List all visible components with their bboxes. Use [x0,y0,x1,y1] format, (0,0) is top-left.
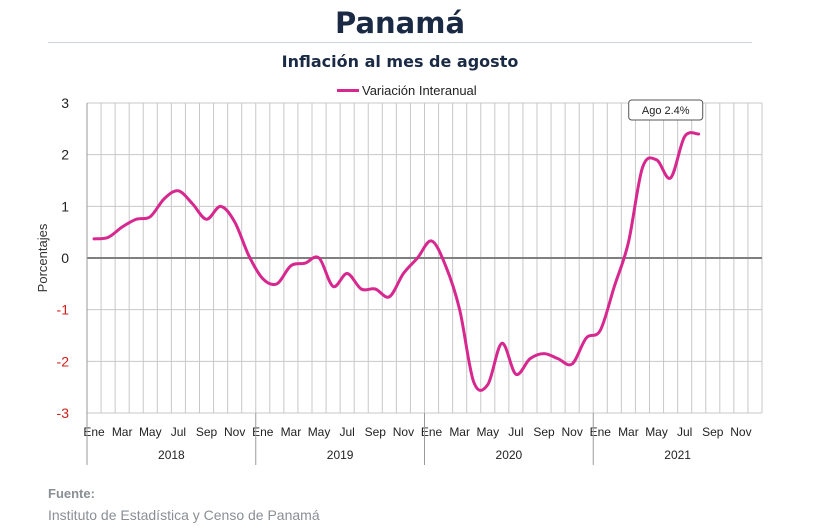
y-tick-label: 3 [61,95,69,111]
x-tick-label: Sep [533,425,555,439]
legend-label: Variación Interanual [362,82,477,98]
series-line-variacion-interanual [92,131,701,392]
x-tick-label: May [645,425,668,439]
x-tick-label: Mar [449,425,470,439]
y-tick-label: -2 [57,353,70,369]
year-label: 2020 [496,448,523,462]
x-tick-label: Mar [618,425,639,439]
source-text: Instituto de Estadística y Censo de Pana… [48,507,320,523]
legend-swatch [337,88,359,92]
page-title: Panamá [334,6,466,40]
x-tick-label: Jul [677,425,692,439]
x-tick-label: Mar [281,425,302,439]
x-tick-label: Jul [339,425,354,439]
x-tick-label: May [139,425,162,439]
x-tick-label: Sep [702,425,724,439]
y-tick-label: 1 [61,198,69,214]
y-tick-label: -3 [57,405,70,421]
y-tick-label: 0 [61,250,69,266]
y-axis-title: Porcentajes [35,223,50,292]
x-tick-label: Mar [112,425,133,439]
year-label: 2019 [327,448,354,462]
annotation-label: Ago 2.4% [642,105,690,117]
x-tick-label: Ene [590,425,612,439]
x-tick-label: Nov [393,425,414,439]
y-tick-label: 2 [61,147,69,163]
y-tick-label: -1 [57,302,70,318]
x-tick-label: Ene [83,425,105,439]
x-tick-label: Sep [365,425,387,439]
x-tick-label: Nov [730,425,751,439]
year-label: 2018 [158,448,185,462]
x-tick-label: Jul [171,425,186,439]
x-tick-label: Nov [561,425,582,439]
x-tick-label: May [476,425,499,439]
x-tick-label: Sep [196,425,218,439]
x-tick-label: May [308,425,331,439]
annotation-box [628,99,704,121]
x-tick-label: Ene [252,425,274,439]
x-tick-label: Ene [421,425,443,439]
source-label: Fuente: [48,486,95,501]
x-tick-label: Jul [508,425,523,439]
chart-legend: Variación Interanual [337,81,477,99]
x-tick-label: Nov [224,425,245,439]
title-divider [48,42,752,43]
chart-subtitle: Inflación al mes de agosto [281,52,519,71]
year-label: 2021 [664,448,691,462]
